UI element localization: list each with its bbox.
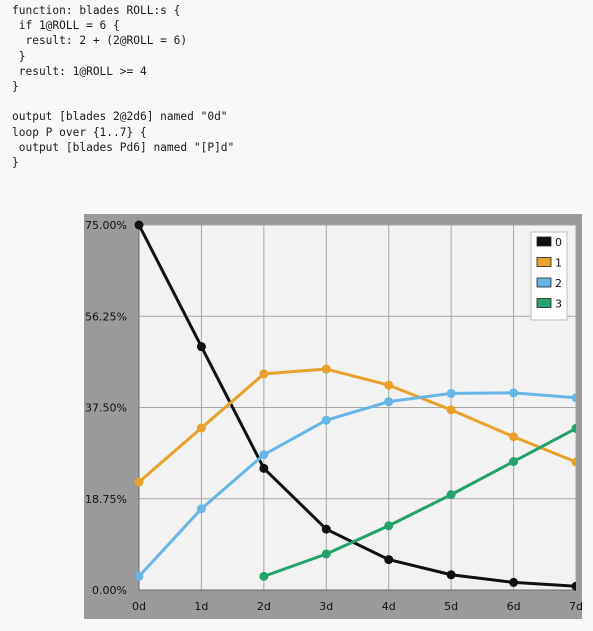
data-point-series-2 — [509, 388, 519, 398]
data-point-series-2 — [259, 450, 269, 460]
legend-label: 0 — [555, 236, 562, 249]
series-line-1 — [138, 367, 576, 484]
legend-label: 3 — [555, 298, 562, 311]
y-tick-label: 75.00% — [85, 219, 127, 232]
y-tick-label: 37.50% — [85, 402, 127, 415]
data-point-series-0 — [571, 581, 576, 591]
legend-swatch-3 — [536, 298, 552, 308]
series-line-2 — [137, 391, 576, 578]
data-point-series-3 — [321, 549, 331, 559]
x-tick-label: 4d — [382, 600, 396, 613]
data-point-series-2 — [196, 504, 206, 514]
code-line: loop P over {1..7} { — [12, 125, 147, 139]
data-point-series-3 — [259, 571, 269, 581]
data-point-series-2 — [446, 388, 456, 398]
code-line: result: 2 + (2@ROLL = 6) — [12, 34, 188, 48]
code-line: output [blades 2@2d6] named "0d" — [12, 110, 228, 124]
code-line: } — [12, 49, 26, 63]
code-line: function: blades ROLL:s { — [12, 4, 181, 17]
x-tick-label: 7d — [569, 600, 583, 613]
data-point-series-0 — [509, 577, 519, 587]
legend-label: 1 — [555, 257, 562, 270]
data-point-series-0 — [321, 524, 331, 534]
x-tick-label: 6d — [507, 600, 521, 613]
y-tick-label: 18.75% — [85, 493, 127, 506]
code-line: } — [12, 156, 19, 170]
data-point-series-0 — [196, 342, 206, 352]
data-point-series-2 — [321, 415, 331, 425]
legend-swatch-0 — [536, 236, 552, 247]
data-point-series-1 — [321, 364, 331, 374]
series-line-0 — [137, 224, 576, 588]
data-point-series-3 — [571, 423, 576, 433]
data-point-series-3 — [509, 457, 519, 467]
data-point-series-1 — [196, 423, 206, 433]
series-line-3 — [263, 427, 576, 578]
data-point-series-0 — [384, 555, 394, 565]
legend-label: 2 — [555, 277, 562, 290]
x-tick-label: 5d — [444, 600, 458, 613]
code-line: if 1@ROLL = 6 { — [12, 19, 120, 33]
data-point-series-1 — [509, 432, 519, 442]
data-point-series-0 — [259, 463, 269, 473]
x-tick-label: 2d — [257, 600, 271, 613]
data-point-series-2 — [134, 571, 144, 581]
code-line: } — [12, 80, 19, 94]
data-point-series-1 — [446, 405, 456, 415]
data-point-series-1 — [571, 457, 576, 467]
data-point-series-2 — [571, 393, 576, 403]
data-point-series-1 — [134, 477, 144, 487]
x-tick-label: 0d — [132, 600, 146, 613]
code-line: result: 1@ROLL >= 4 — [12, 64, 147, 78]
legend-swatch-1 — [536, 257, 552, 267]
x-tick-label: 3d — [319, 600, 333, 613]
data-point-series-2 — [384, 397, 394, 407]
data-point-series-1 — [384, 380, 394, 390]
x-tick-label: 1d — [194, 600, 208, 613]
data-point-series-0 — [134, 220, 144, 230]
data-point-series-3 — [446, 490, 456, 500]
data-point-series-3 — [384, 521, 394, 531]
code-line: output [blades Pd6] named "[P]d" — [12, 140, 235, 154]
legend-swatch-2 — [536, 277, 552, 288]
code-block: function: blades ROLL:s { if 1@ROLL = 6 … — [12, 3, 234, 170]
y-tick-label: 56.25% — [85, 310, 127, 323]
y-tick-label: 0.00% — [92, 584, 127, 597]
data-point-series-1 — [259, 369, 269, 379]
data-point-series-0 — [446, 570, 456, 580]
